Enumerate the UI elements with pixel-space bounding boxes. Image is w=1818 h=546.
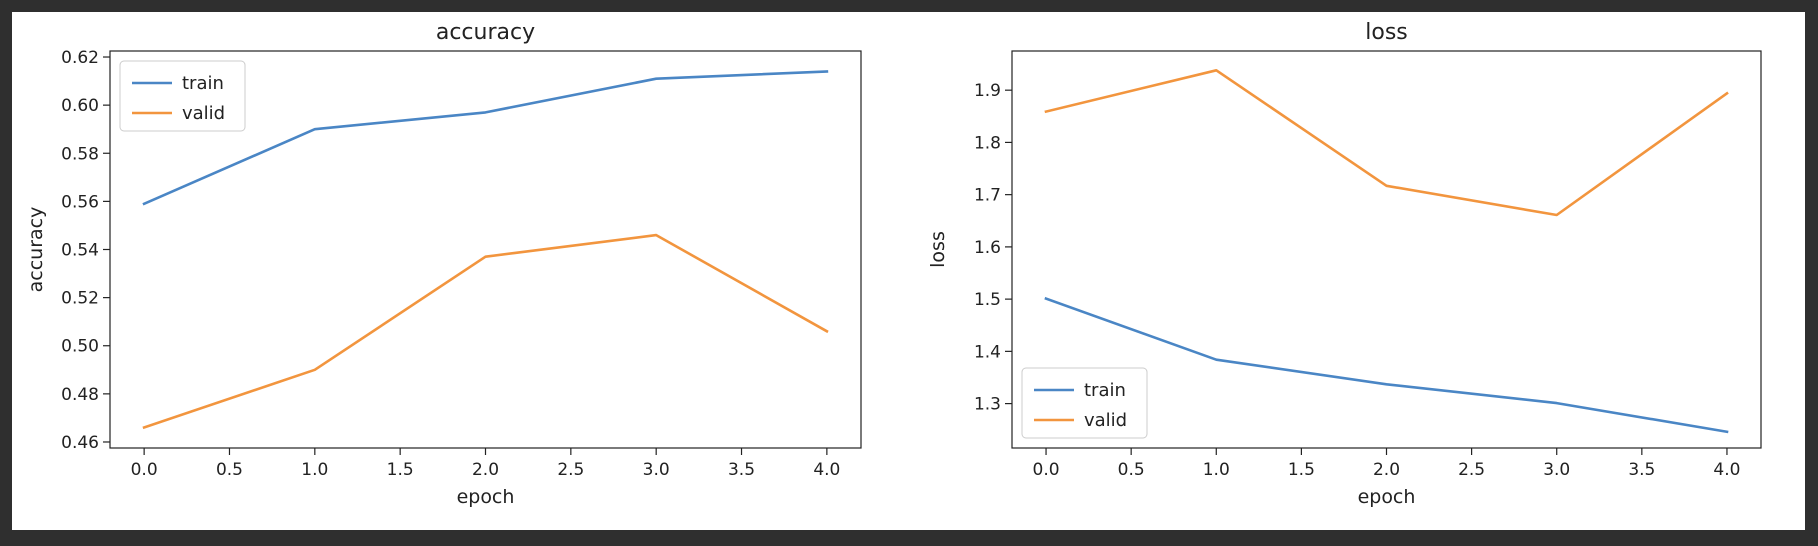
accuracy-legend-label-train: train (182, 73, 224, 94)
accuracy-chart: accuracy 0.0 0.5 1.0 1.5 2.0 2.5 3.0 3.5 4.0 0.46 0… (25, 20, 862, 508)
accuracy-y-tick-label: 0.48 (61, 385, 99, 405)
loss-x-tick-label: 1.0 (1203, 460, 1230, 480)
accuracy-x-tick-label: 0.0 (131, 460, 158, 480)
figure-canvas: accuracy 0.0 0.5 1.0 1.5 2.0 2.5 3.0 3.5 4.0 0.46 0… (25, 20, 1762, 508)
loss-x-tick-label: 4.0 (1713, 460, 1740, 480)
loss-x-axis-label: epoch (1358, 486, 1416, 508)
loss-x-tick-label: 2.5 (1458, 460, 1485, 480)
loss-legend-label-valid: valid (1084, 410, 1127, 431)
accuracy-x-tick-label: 2.0 (472, 460, 499, 480)
accuracy-y-tick-label: 0.52 (61, 289, 99, 309)
loss-x-tick-label: 3.5 (1628, 460, 1655, 480)
loss-valid-point (1724, 91, 1729, 96)
accuracy-x-tick-label: 1.5 (387, 460, 414, 480)
loss-y-tick-label: 1.5 (974, 290, 1001, 310)
accuracy-y-tick-label: 0.56 (61, 192, 99, 212)
accuracy-y-tick-label: 0.58 (61, 144, 99, 164)
accuracy-x-tick-label: 3.0 (643, 460, 670, 480)
accuracy-y-tick-label: 0.50 (61, 337, 99, 357)
accuracy-valid-line (142, 233, 829, 430)
accuracy-y-tick-label: 0.62 (61, 48, 99, 68)
loss-train-line (1044, 296, 1729, 434)
loss-x-tick-label: 1.5 (1288, 460, 1315, 480)
loss-chart: loss 0.0 0.5 1.0 1.5 2.0 2.5 3.0 3.5 4.0 1.3 1.4 1.5… (927, 20, 1762, 508)
loss-valid-point (1384, 183, 1389, 188)
loss-valid-point (1214, 68, 1219, 73)
accuracy-title: accuracy (436, 20, 535, 45)
accuracy-y-axis-label: accuracy (25, 207, 47, 293)
loss-x-tick-label: 3.0 (1543, 460, 1570, 480)
loss-x-tick-label: 2.0 (1373, 460, 1400, 480)
loss-train-point (1044, 296, 1049, 301)
loss-train-point (1214, 357, 1219, 362)
accuracy-x-tick-label: 0.5 (216, 460, 243, 480)
loss-valid-line (1044, 68, 1729, 217)
accuracy-plot-frame (109, 50, 862, 449)
accuracy-x-axis-label: epoch (457, 486, 515, 508)
accuracy-x-tick-label: 3.5 (728, 460, 755, 480)
loss-valid-point (1554, 213, 1559, 218)
accuracy-train-point (654, 76, 659, 81)
loss-train-point (1724, 429, 1729, 434)
accuracy-train-point (312, 127, 317, 132)
loss-x-tick-label: 0.0 (1033, 460, 1060, 480)
accuracy-valid-point (312, 367, 317, 372)
loss-train-point (1384, 382, 1389, 387)
accuracy-y-tick-label: 0.54 (61, 241, 99, 261)
loss-plot-frame (1011, 50, 1762, 449)
accuracy-valid-point (654, 233, 659, 238)
figure: accuracy 0.0 0.5 1.0 1.5 2.0 2.5 3.0 3.5 4.0 0.46 0… (12, 12, 1805, 530)
loss-legend-label-train: train (1084, 380, 1126, 401)
accuracy-y-tick-label: 0.46 (61, 433, 99, 453)
accuracy-legend-label-valid: valid (182, 103, 225, 124)
accuracy-valid-point (483, 254, 488, 259)
accuracy-train-point (824, 69, 829, 74)
accuracy-train-point (483, 110, 488, 115)
loss-title: loss (1365, 20, 1408, 45)
loss-y-axis-label: loss (927, 231, 949, 268)
loss-y-tick-label: 1.8 (974, 133, 1001, 153)
accuracy-train-line (142, 70, 829, 206)
accuracy-valid-point (824, 329, 829, 334)
loss-y-tick-label: 1.3 (974, 395, 1001, 415)
accuracy-valid-point (142, 425, 147, 430)
accuracy-train-point (142, 201, 147, 206)
accuracy-y-tick-label: 0.60 (61, 96, 99, 116)
loss-y-tick-label: 1.7 (974, 186, 1001, 206)
accuracy-x-tick-label: 1.0 (301, 460, 328, 480)
loss-valid-point (1044, 109, 1049, 114)
accuracy-x-tick-label: 4.0 (813, 460, 840, 480)
loss-y-tick-label: 1.4 (974, 342, 1001, 362)
loss-x-tick-label: 0.5 (1118, 460, 1145, 480)
accuracy-x-tick-label: 2.5 (557, 460, 584, 480)
loss-train-point (1554, 401, 1559, 406)
loss-y-tick-label: 1.9 (974, 81, 1001, 101)
loss-y-tick-label: 1.6 (974, 238, 1001, 258)
